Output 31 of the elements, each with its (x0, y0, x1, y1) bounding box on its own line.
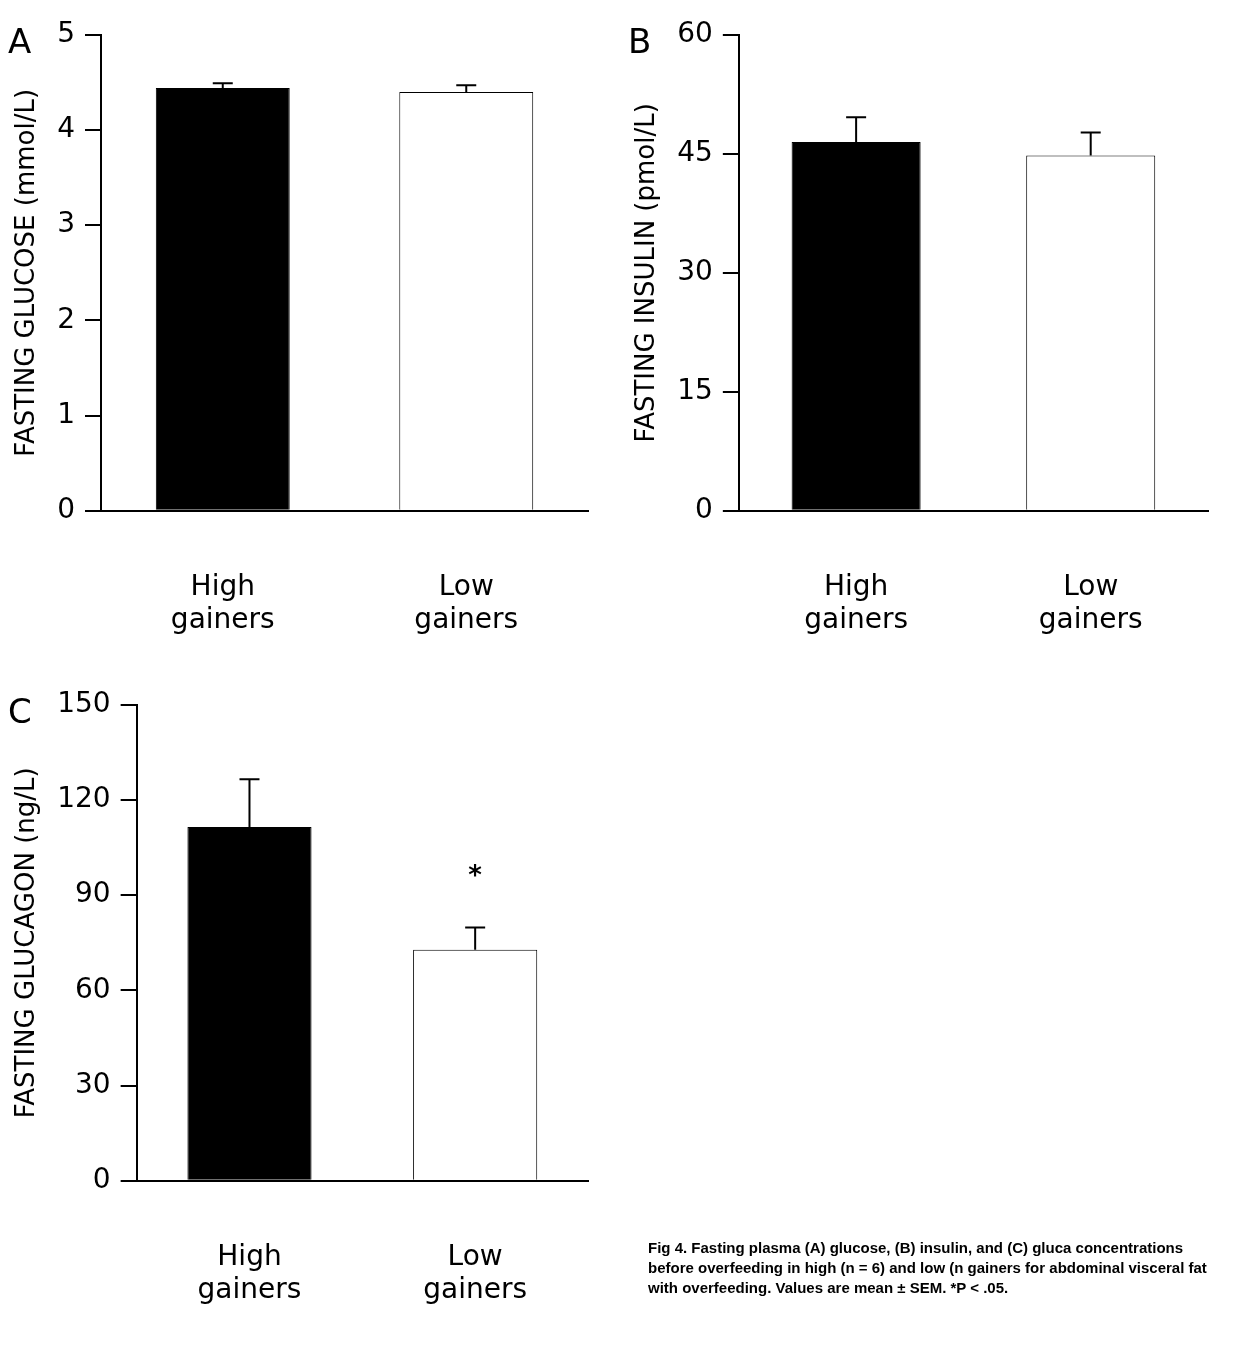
y-tick-label: 45 (677, 135, 713, 169)
chart-title: C (8, 691, 32, 732)
y-tick-label: 90 (75, 876, 111, 910)
annotation: * (468, 860, 483, 891)
y-tick-label: 120 (57, 781, 111, 815)
caption: Fig 4. Fasting plasma (A) glucose, (B) insulin, and (C) gluca concentrations before overfeeding in high (n = 6) and low (n gainers for abdominal visceral fat with overfeeding. Values are mean ± SEM. *P < .05. (648, 1238, 1208, 1298)
x-tick-label: High gainers (804, 568, 909, 636)
y-tick-label: 0 (695, 492, 713, 526)
y-tick-label: 60 (75, 971, 111, 1005)
x-tick-label: Low gainers (414, 568, 519, 636)
y-tick-label: 5 (57, 16, 76, 50)
y-tick-label: 0 (92, 1162, 111, 1196)
y-tick-label: 0 (57, 492, 76, 526)
x-tick-label: High gainers (197, 1238, 302, 1306)
x-tick-label: Low gainers (423, 1238, 528, 1306)
x-tick-label: High gainers (170, 568, 275, 636)
y-tick-label: 1 (57, 396, 76, 430)
chart-title: B (628, 21, 652, 62)
y-axis-title: FASTING INSULIN (pmol/L) (630, 103, 661, 443)
x-tick-label: Low gainers (1038, 568, 1143, 636)
y-tick-label: 60 (677, 16, 713, 50)
y-tick-label: 30 (75, 1066, 111, 1100)
y-axis-title: FASTING GLUCOSE (mmol/L) (10, 88, 41, 457)
chart-title: A (8, 21, 32, 62)
y-axis-title: FASTING GLUCAGON (ng/L) (10, 767, 41, 1119)
y-tick-label: 150 (57, 686, 111, 720)
y-tick-label: 3 (57, 206, 76, 240)
y-tick-label: 2 (57, 301, 76, 335)
y-tick-label: 30 (677, 254, 713, 288)
y-tick-label: 4 (57, 111, 76, 145)
y-tick-label: 15 (677, 373, 713, 407)
